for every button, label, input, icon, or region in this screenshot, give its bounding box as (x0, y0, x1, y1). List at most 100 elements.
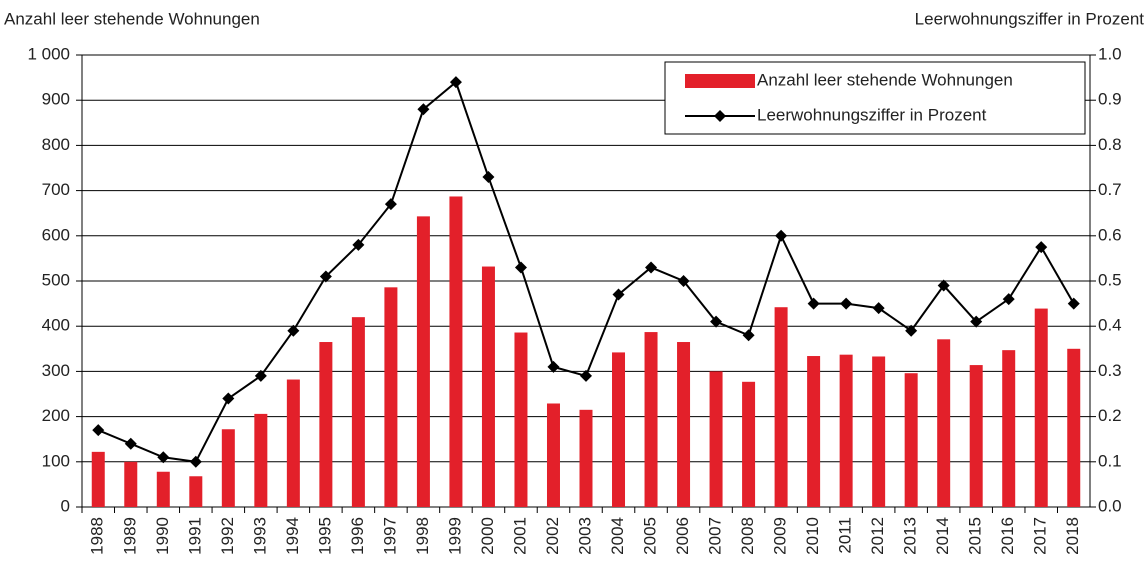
x-tick-label: 2006 (673, 517, 692, 555)
line-marker (352, 238, 365, 251)
line-marker (254, 369, 267, 382)
x-tick-label: 2000 (478, 517, 497, 555)
line-marker (840, 297, 853, 310)
line-marker (710, 315, 723, 328)
line-marker (645, 261, 658, 274)
bar (904, 373, 918, 507)
x-tick-label: 2017 (1031, 517, 1050, 555)
line-marker (807, 297, 820, 310)
line-marker (384, 198, 397, 211)
line-marker (482, 171, 495, 184)
y2-tick-label: 0.9 (1098, 90, 1122, 109)
x-tick-label: 2007 (706, 517, 725, 555)
bar (807, 356, 821, 507)
y2-axis-title: Leerwohnungsziffer in Prozent (915, 9, 1145, 28)
bar (416, 216, 430, 507)
bar (742, 381, 756, 507)
bar (644, 332, 658, 507)
legend-label: Leerwohnungsziffer in Prozent (757, 105, 987, 124)
bar (384, 287, 398, 507)
bar (872, 356, 886, 507)
x-tick-label: 1999 (445, 517, 464, 555)
bar (677, 342, 691, 507)
y-tick-label: 900 (42, 90, 70, 109)
line-marker (449, 76, 462, 89)
line-marker (580, 369, 592, 382)
bar (514, 332, 528, 507)
bar (937, 339, 951, 507)
y2-tick-label: 0.7 (1098, 180, 1122, 199)
y2-tick-label: 0.5 (1098, 270, 1122, 289)
x-tick-label: 1990 (153, 517, 172, 555)
line-marker (1067, 297, 1080, 310)
line-marker (1002, 293, 1015, 306)
x-tick-label: 1998 (413, 517, 432, 555)
x-tick-label: 2002 (543, 517, 562, 555)
bar (449, 196, 463, 507)
line-marker (222, 392, 235, 405)
x-tick-label: 2014 (933, 517, 952, 555)
y-tick-label: 200 (42, 406, 70, 425)
line-marker (742, 329, 755, 342)
line-marker (92, 424, 105, 437)
x-tick-label: 2003 (575, 517, 594, 555)
line-marker (1035, 241, 1048, 254)
x-tick-label: 1997 (380, 517, 399, 555)
x-tick-label: 2009 (771, 517, 790, 555)
bar (124, 461, 138, 507)
y2-tick-label: 0.3 (1098, 361, 1122, 380)
y-tick-label: 300 (42, 361, 70, 380)
bar (1002, 350, 1016, 507)
bar (1067, 348, 1081, 507)
y-tick-label: 700 (42, 180, 70, 199)
line-marker (905, 324, 918, 337)
bar (91, 451, 105, 507)
line-marker (612, 288, 625, 301)
y2-tick-label: 0.6 (1098, 225, 1122, 244)
x-tick-label: 1988 (88, 517, 107, 555)
line-marker (775, 229, 788, 242)
y2-tick-label: 0.0 (1098, 496, 1122, 515)
bar (774, 307, 788, 507)
x-tick-label: 1992 (218, 517, 237, 555)
line-marker (872, 302, 885, 315)
x-tick-label: 2011 (836, 517, 855, 554)
x-tick-label: 2016 (998, 517, 1017, 555)
y-tick-label: 0 (61, 496, 70, 515)
line-marker (514, 261, 527, 274)
x-tick-label: 2004 (608, 517, 627, 555)
bar (351, 317, 365, 507)
x-tick-label: 2008 (738, 517, 757, 555)
x-tick-label: 2005 (641, 517, 660, 555)
x-tick-label: 1993 (250, 517, 269, 555)
line-marker (547, 360, 560, 373)
x-tick-label: 1994 (283, 517, 302, 555)
y2-tick-label: 1.0 (1098, 44, 1122, 63)
y2-tick-label: 0.2 (1098, 406, 1122, 425)
legend-swatch (714, 110, 726, 122)
bar (254, 413, 268, 507)
bar (709, 371, 723, 507)
y-tick-label: 800 (42, 135, 70, 154)
bar (481, 266, 495, 507)
y2-tick-label: 0.8 (1098, 135, 1122, 154)
line-marker (157, 451, 170, 464)
line-marker (970, 315, 983, 328)
y-tick-label: 600 (42, 225, 70, 244)
line (97, 80, 1075, 463)
line-marker (319, 270, 332, 283)
line-marker (937, 279, 950, 292)
line-marker (417, 103, 430, 116)
bar (286, 379, 300, 507)
y2-tick-label: 0.1 (1098, 451, 1122, 470)
line-marker (189, 455, 202, 468)
line-marker (287, 324, 300, 337)
y-axis-title: Anzahl leer stehende Wohnungen (4, 9, 260, 28)
bar (319, 342, 333, 507)
legend-label: Anzahl leer stehende Wohnungen (757, 70, 1013, 89)
bar (156, 471, 170, 507)
x-tick-label: 2015 (966, 517, 985, 555)
bar (969, 365, 983, 507)
x-tick-label: 1995 (315, 517, 334, 555)
x-tick-label: 1989 (120, 517, 139, 555)
